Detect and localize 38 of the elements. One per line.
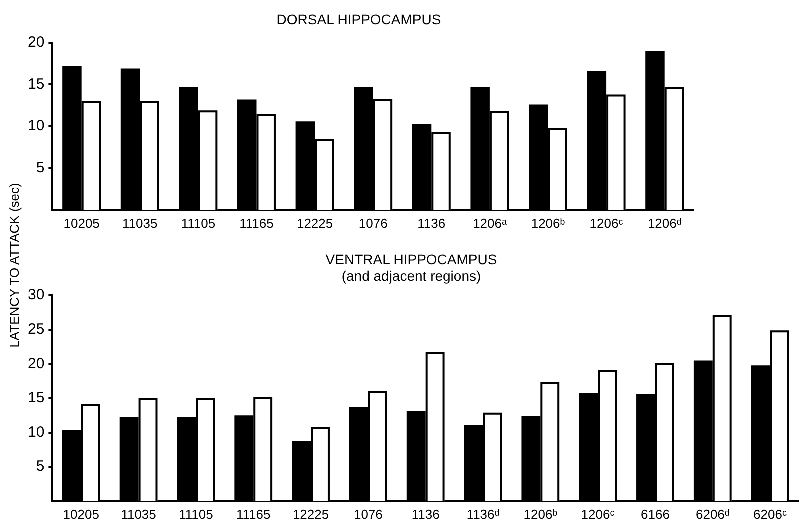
chart-subtitle: (and adjacent regions) (342, 268, 482, 284)
y-tick-label: 20 (28, 34, 45, 51)
y-tick-label: 5 (36, 160, 45, 177)
x-tick-label: 12225 (296, 216, 334, 231)
x-tick-label: 11035 (122, 216, 158, 231)
y-tick-label: 30 (28, 286, 45, 304)
chart-title: VENTRAL HIPPOCAMPUS (326, 251, 498, 268)
x-tick-label: 11105 (179, 506, 214, 522)
x-tick-label: 1136 (418, 216, 446, 231)
y-tick-label: 20 (28, 355, 45, 372)
x-tick-label: 11105 (181, 216, 216, 231)
y-axis-title: LATENCY TO ATTACK (sec) (6, 182, 22, 348)
x-tick-label: 10205 (63, 506, 100, 522)
x-tick-label: 11035 (121, 506, 156, 522)
x-tick-label: 10205 (64, 216, 100, 231)
x-tick-label: 12225 (292, 506, 330, 522)
x-tick-label: 1136 (412, 506, 440, 522)
y-tick-label: 5 (36, 458, 45, 476)
x-tick-label: 11165 (236, 506, 271, 522)
x-tick-label: 1206ᵈ (648, 216, 682, 231)
x-tick-label: 1136ᵈ (466, 506, 500, 522)
chart-title: DORSAL HIPPOCAMPUS (276, 11, 442, 28)
y-tick-label: 25 (28, 321, 45, 338)
y-tick-label: 15 (28, 76, 45, 93)
x-tick-label: 6206ᶜ (754, 506, 788, 522)
x-tick-label: 1076 (354, 506, 383, 522)
x-tick-label: 1206ᶜ (581, 506, 616, 522)
y-tick-label: 10 (28, 424, 45, 441)
x-tick-label: 1206ᵇ (524, 506, 558, 522)
x-tick-label: 1206ᵇ (531, 216, 566, 231)
x-tick-label: 1206ᶜ (590, 216, 624, 231)
x-tick-label: 1206ᵃ (473, 216, 507, 231)
x-tick-label: 11165 (240, 216, 274, 231)
x-tick-label: 6206ᵈ (696, 506, 730, 522)
y-tick-label: 15 (28, 390, 45, 407)
x-tick-label: 1076 (358, 216, 388, 231)
x-tick-label: 6166 (641, 506, 670, 522)
y-tick-label: 10 (28, 118, 45, 135)
